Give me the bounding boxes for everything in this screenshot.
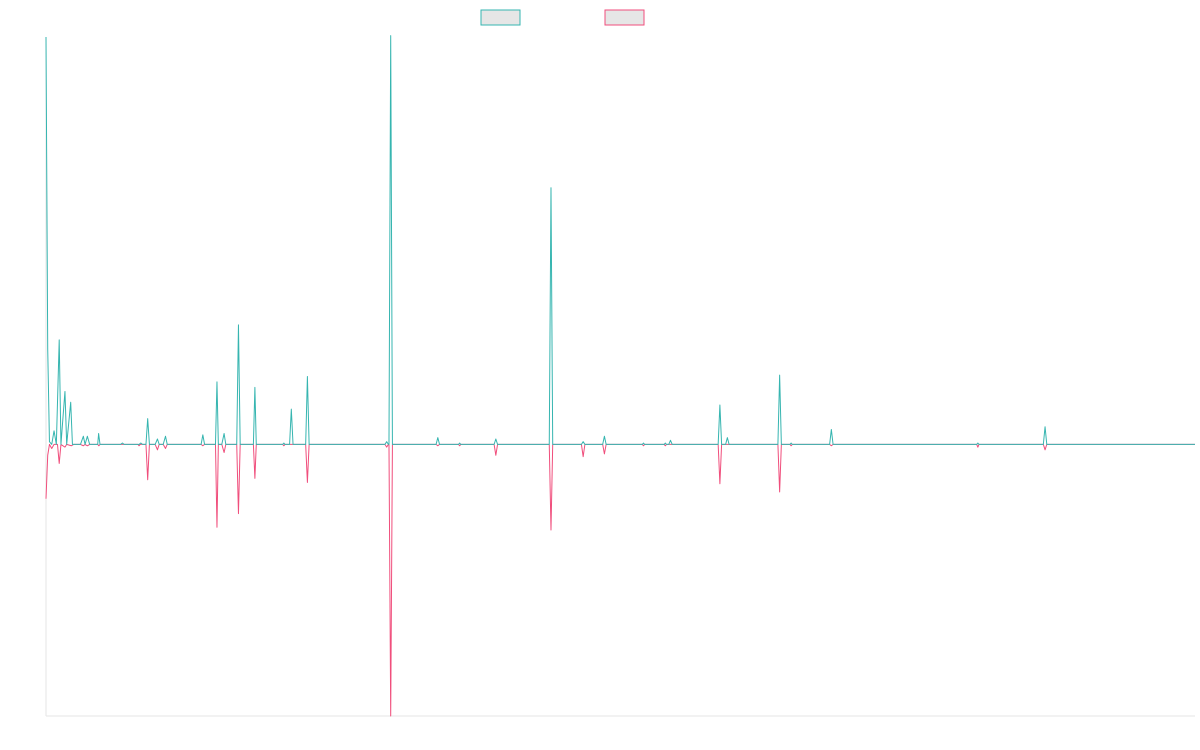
legend-swatch-1[interactable] bbox=[480, 9, 521, 26]
series-layer bbox=[45, 35, 1195, 717]
axes bbox=[45, 37, 1195, 717]
legend bbox=[480, 9, 645, 26]
series-line-1 bbox=[45, 35, 1195, 445]
legend-swatch-2[interactable] bbox=[604, 9, 645, 26]
series-line-2 bbox=[45, 443, 1195, 717]
